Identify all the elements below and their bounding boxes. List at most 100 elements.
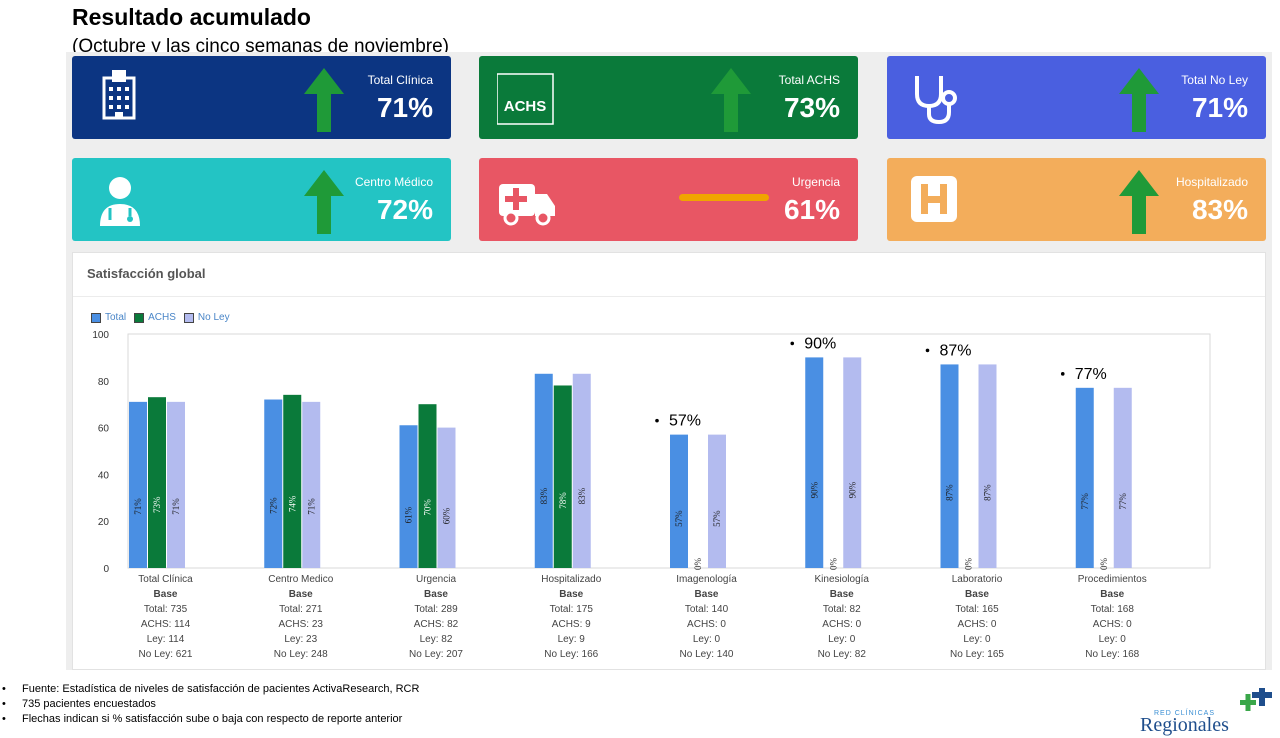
base-title-label: Base — [289, 589, 313, 600]
kpi-card-label: Total Clínica — [367, 73, 433, 87]
bar-noley[interactable] — [708, 434, 726, 568]
plot-frame — [127, 333, 1211, 569]
bar-noley[interactable] — [1113, 387, 1132, 568]
base-ley-label: Ley: 0 — [1099, 634, 1127, 645]
bar-total[interactable] — [534, 373, 553, 568]
trend-up-arrow-icon — [304, 68, 344, 132]
base-ley-label: Ley: 114 — [147, 634, 185, 645]
bar-noley[interactable] — [437, 427, 456, 568]
base-ley-label: Ley: 23 — [284, 634, 317, 645]
logo-small-text: RED CLÍNICAS — [1154, 710, 1216, 717]
base-noley-label: No Ley: 248 — [274, 649, 328, 660]
hospital-h-icon — [911, 176, 957, 222]
bar-data-label: 57% — [712, 510, 722, 527]
bar-noley[interactable] — [302, 401, 321, 568]
base-total-label: Total: 289 — [414, 604, 458, 615]
kpi-card-4[interactable]: Urgencia 61% — [479, 158, 858, 241]
bar-noley[interactable] — [978, 364, 997, 568]
base-title-label: Base — [1100, 589, 1124, 600]
footnote-source: • Fuente: Estadística de niveles de sati… — [2, 683, 420, 695]
bar-noley[interactable] — [572, 373, 591, 568]
callout-label: 77% — [1075, 366, 1107, 383]
trend-up-arrow-icon — [1119, 170, 1159, 234]
kpi-card-3[interactable]: Centro Médico 72% — [72, 158, 451, 241]
base-ley-label: Ley: 9 — [558, 634, 586, 645]
base-achs-label: ACHS: 0 — [822, 619, 861, 630]
x-category-label: Procedimientos — [1078, 574, 1147, 585]
bar-total[interactable] — [399, 425, 418, 568]
bar-data-label: 71% — [306, 498, 316, 515]
base-noley-label: No Ley: 207 — [409, 649, 463, 660]
bar-data-label: 77% — [1080, 493, 1090, 510]
bar-data-label: 83% — [577, 487, 587, 504]
x-category-label: Total Clínica — [138, 574, 193, 585]
bar-total[interactable] — [805, 357, 824, 568]
bar-total[interactable] — [940, 364, 959, 568]
bar-data-label: 74% — [287, 495, 297, 512]
x-category-label: Imagenología — [676, 574, 737, 585]
base-title-label: Base — [154, 589, 178, 600]
kpi-card-label: Urgencia — [791, 175, 840, 189]
kpi-card-value: 73% — [783, 92, 840, 123]
bar-noley[interactable] — [167, 401, 185, 568]
bar-data-label: 87% — [945, 484, 955, 501]
base-ley-label: Ley: 0 — [693, 634, 721, 645]
callout-bullet-icon — [655, 418, 659, 423]
kpi-card-2[interactable]: Total No Ley 71% — [887, 56, 1266, 139]
y-tick-label: 100 — [92, 330, 109, 341]
legend-swatch-noley — [183, 312, 194, 323]
y-tick-label: 40 — [98, 470, 110, 481]
legend-item-achs[interactable]: ACHS — [134, 312, 176, 323]
x-category-label: Laboratorio — [952, 574, 1003, 585]
bar-total[interactable] — [264, 399, 283, 568]
bar-data-label: 78% — [558, 492, 568, 509]
bar-achs[interactable] — [553, 385, 572, 568]
bar-data-label: 71% — [171, 498, 181, 515]
bar-data-label: 90% — [847, 481, 857, 498]
legend-item-total[interactable]: Total — [91, 312, 126, 323]
base-total-label: Total: 165 — [955, 604, 999, 615]
legend-item-noley[interactable]: No Ley — [183, 312, 230, 323]
kpi-card-value: 61% — [783, 194, 840, 225]
panel-divider — [73, 296, 1265, 297]
base-title-label: Base — [830, 589, 854, 600]
y-tick-label: 80 — [98, 377, 110, 388]
legend-label-total: Total — [105, 312, 127, 323]
bar-total[interactable] — [670, 434, 688, 568]
building-icon — [102, 70, 136, 120]
base-achs-label: ACHS: 23 — [279, 619, 324, 630]
bar-total[interactable] — [129, 401, 147, 568]
base-ley-label: Ley: 0 — [828, 634, 856, 645]
base-total-label: Total: 735 — [144, 604, 188, 615]
bar-achs[interactable] — [418, 404, 437, 568]
kpi-card-0[interactable]: Total Clínica 71% — [72, 56, 451, 139]
base-total-label: Total: 82 — [823, 604, 861, 615]
base-total-label: Total: 271 — [279, 604, 323, 615]
base-total-label: Total: 168 — [1091, 604, 1135, 615]
chart-legend: Total ACHS No Ley — [91, 312, 230, 323]
ambulance-icon — [499, 184, 555, 226]
base-noley-label: No Ley: 140 — [680, 649, 734, 660]
kpi-card-1[interactable]: ACHS Total ACHS 73% — [479, 56, 858, 139]
page-subtitle: (Octubre y las cinco semanas de noviembr… — [72, 36, 449, 57]
bar-total[interactable] — [1075, 387, 1094, 568]
base-achs-label: ACHS: 0 — [1093, 619, 1132, 630]
legend-swatch-total — [91, 312, 101, 323]
bar-data-label: 0% — [1099, 558, 1109, 571]
y-tick-label: 60 — [98, 424, 110, 435]
base-ley-label: Ley: 0 — [963, 634, 991, 645]
doctor-icon — [100, 177, 140, 226]
callout-label: 87% — [940, 342, 972, 359]
bar-achs[interactable] — [283, 394, 302, 568]
base-total-label: Total: 175 — [550, 604, 594, 615]
bar-achs[interactable] — [148, 397, 166, 568]
red-clinicas-logo: RED CLÍNICAS Regionales — [1140, 688, 1280, 736]
bar-noley[interactable] — [843, 357, 862, 568]
bar-data-label: 0% — [828, 558, 838, 571]
page-title: Resultado acumulado — [72, 4, 311, 30]
base-noley-label: No Ley: 82 — [818, 649, 867, 660]
kpi-card-5[interactable]: Hospitalizado 83% — [887, 158, 1266, 241]
base-title-label: Base — [695, 589, 719, 600]
base-noley-label: No Ley: 168 — [1085, 649, 1139, 660]
